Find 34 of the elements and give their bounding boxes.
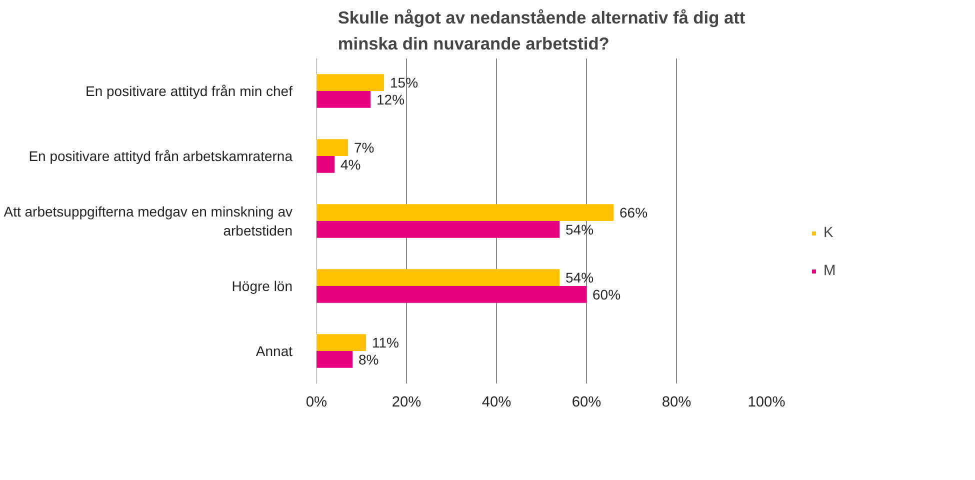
bar bbox=[316, 351, 352, 368]
data-label: 8% bbox=[358, 351, 379, 368]
data-label: 60% bbox=[592, 286, 621, 302]
bar bbox=[316, 269, 560, 286]
bar bbox=[316, 204, 614, 221]
x-tick-label: 80% bbox=[662, 394, 692, 410]
bar bbox=[316, 156, 334, 173]
chart-title: Skulle något av nedanstående alternativ få dig att minska din nuvarande arbetstid? bbox=[338, 8, 746, 54]
data-label: 15% bbox=[390, 74, 418, 91]
bar bbox=[316, 91, 370, 108]
bar bbox=[316, 334, 366, 351]
y-tick-label: Att arbetsuppgifterna medgav en minskning av arbetstiden bbox=[4, 203, 293, 239]
bar bbox=[316, 74, 384, 91]
y-tick-label: En positivare attityd från arbetskamraterna bbox=[28, 148, 293, 164]
x-tick-label: 40% bbox=[482, 394, 512, 410]
x-tick-label: 60% bbox=[572, 394, 602, 410]
bar bbox=[316, 286, 586, 303]
y-tick-label: En positivare attityd från min chef bbox=[86, 83, 293, 99]
data-label: 54% bbox=[566, 270, 594, 286]
data-label: 11% bbox=[372, 334, 399, 351]
data-label: 4% bbox=[340, 156, 361, 172]
data-label: 7% bbox=[354, 140, 374, 156]
x-tick-label: 20% bbox=[392, 394, 422, 410]
bar bbox=[316, 139, 348, 156]
data-label: 66% bbox=[620, 204, 648, 221]
bar bbox=[316, 221, 560, 238]
y-tick-label: Annat bbox=[256, 343, 293, 359]
data-label: 12% bbox=[376, 91, 405, 108]
x-tick-label: 100% bbox=[748, 394, 786, 410]
data-label: 54% bbox=[566, 221, 594, 238]
legend-label: K bbox=[824, 224, 834, 240]
y-tick-label: Högre lön bbox=[232, 278, 292, 294]
legend-label: M bbox=[824, 262, 837, 278]
x-tick-label: 0% bbox=[306, 394, 328, 410]
